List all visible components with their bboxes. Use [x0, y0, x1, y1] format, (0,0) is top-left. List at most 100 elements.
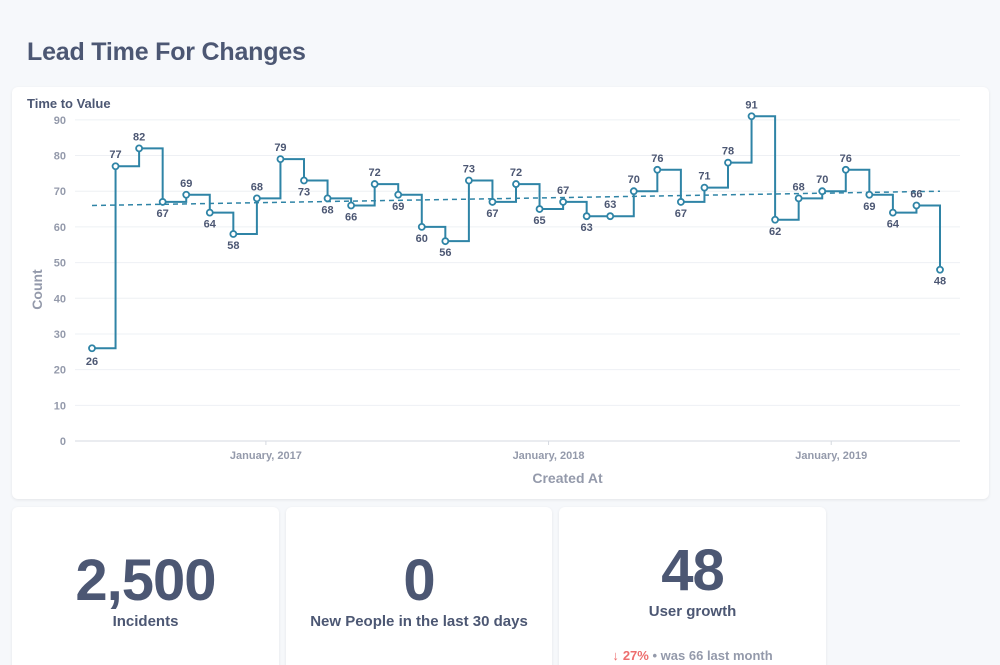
separator: •	[652, 648, 658, 663]
scalar-label[interactable]: User growth	[648, 603, 737, 620]
data-label: 65	[533, 215, 545, 227]
scalar-card-user-growth[interactable]: 48 User growth ↓ 27% • was 66 last month	[559, 507, 826, 665]
line-chart: 0 10 20 30 40 50 60 70 80 90 January, 2017 January,…	[29, 99, 960, 486]
data-label: 72	[510, 167, 522, 179]
data-label: 26	[86, 356, 98, 368]
data-label: 71	[698, 171, 710, 183]
data-point	[252, 194, 261, 203]
data-label: 67	[675, 208, 687, 220]
data-point	[205, 208, 214, 217]
scalar-label[interactable]: New People in the last 30 days	[310, 613, 528, 630]
y-tick-label: 10	[54, 400, 66, 412]
data-label: 63	[581, 222, 593, 234]
scalar-label[interactable]: Incidents	[112, 613, 179, 630]
data-label: 48	[934, 276, 946, 288]
data-point	[629, 187, 638, 196]
data-point	[347, 201, 356, 210]
data-point	[464, 176, 473, 185]
data-point	[88, 344, 96, 353]
y-axis-title: Count	[29, 269, 45, 310]
y-tick-label: 30	[54, 329, 66, 341]
data-point	[841, 165, 850, 174]
data-label: 60	[416, 233, 428, 245]
data-label: 68	[321, 204, 333, 216]
data-label: 73	[463, 164, 475, 176]
data-point	[582, 212, 591, 221]
data-point	[747, 112, 756, 121]
data-point	[936, 265, 944, 274]
data-label: 70	[628, 174, 640, 186]
data-label: 78	[722, 146, 734, 158]
scalar-value: 2,500	[75, 548, 216, 613]
data-point	[559, 198, 568, 206]
data-point	[771, 215, 780, 224]
scalar-value: 0	[403, 548, 435, 613]
data-label: 69	[180, 178, 192, 190]
x-tick-label: January, 2017	[230, 450, 302, 462]
data-point	[394, 190, 403, 199]
y-tick-label: 80	[54, 151, 66, 163]
data-point	[111, 162, 120, 171]
data-point	[912, 201, 921, 210]
y-tick-label: 0	[60, 436, 66, 448]
data-label: 63	[604, 199, 616, 211]
data-label: 68	[251, 181, 263, 193]
data-point	[700, 183, 709, 192]
chart-card: Time to Value 0 10 20 30 40 50 60 70 80 90 January…	[12, 87, 989, 499]
data-label: 82	[133, 131, 145, 143]
series-line	[92, 115, 941, 350]
data-label: 70	[816, 174, 828, 186]
data-label: 79	[274, 142, 286, 154]
data-point	[676, 198, 685, 206]
data-label: 73	[298, 187, 310, 199]
comparison-period: last month	[706, 648, 773, 663]
data-point	[818, 187, 827, 196]
data-point	[158, 198, 167, 206]
chart-title[interactable]: Time to Value	[27, 96, 111, 111]
data-label: 91	[745, 99, 757, 111]
data-label: 69	[392, 201, 404, 213]
data-label: 67	[557, 185, 569, 197]
change-percent: 27%	[622, 648, 649, 663]
previous-value: was 66	[660, 648, 704, 663]
data-label: 77	[109, 149, 121, 161]
data-point	[653, 165, 662, 174]
data-point	[441, 237, 450, 246]
data-label: 76	[651, 153, 663, 165]
y-tick-label: 20	[54, 365, 66, 377]
data-point	[606, 212, 615, 221]
y-tick-label: 70	[54, 186, 66, 198]
data-label: 58	[227, 240, 239, 252]
y-tick-label: 90	[54, 115, 66, 127]
data-point	[229, 230, 238, 238]
x-tick-label: January, 2019	[795, 450, 867, 462]
data-point	[512, 180, 520, 188]
data-point	[276, 155, 285, 163]
data-label: 68	[793, 181, 805, 193]
scalar-card-incidents[interactable]: 2,500 Incidents	[12, 507, 279, 665]
data-point	[888, 208, 897, 217]
data-label: 67	[157, 208, 169, 220]
page-title: Lead Time For Changes	[27, 38, 306, 66]
data-label: 66	[345, 211, 357, 223]
data-point	[417, 222, 426, 231]
scalar-value: 48	[661, 538, 725, 603]
data-point	[323, 194, 332, 203]
data-point	[794, 194, 803, 203]
data-point	[135, 144, 144, 153]
data-label: 56	[439, 247, 451, 259]
data-label: 76	[840, 153, 852, 165]
y-tick-label: 50	[54, 258, 66, 270]
data-label: 66	[910, 188, 922, 200]
scalar-card-new-people[interactable]: 0 New People in the last 30 days	[286, 507, 552, 665]
x-axis-title: Created At	[532, 470, 603, 486]
data-label: 64	[204, 219, 217, 231]
arrow-down-icon: ↓	[612, 648, 619, 663]
data-label: 64	[887, 219, 900, 231]
data-point	[300, 176, 308, 185]
x-tick-label: January, 2018	[513, 450, 585, 462]
data-point	[535, 205, 544, 213]
data-point	[370, 180, 379, 188]
y-tick-label: 60	[54, 222, 66, 234]
comparison: ↓ 27% • was 66 last month	[559, 648, 826, 663]
